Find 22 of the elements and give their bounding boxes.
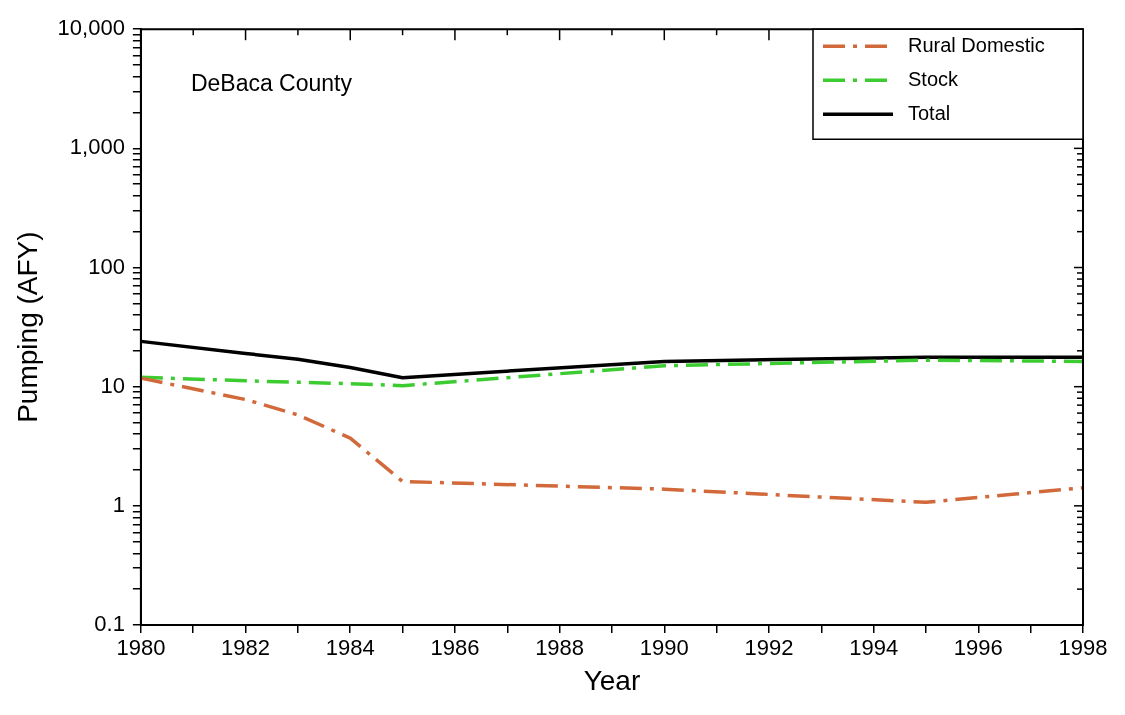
x-axis-title: Year	[583, 664, 641, 696]
legend-label: Stock	[908, 67, 960, 90]
x-tick-label: 1996	[953, 635, 1003, 661]
y-tick-label: 1,000	[69, 134, 125, 160]
x-tick-label: 1986	[430, 635, 480, 661]
x-tick-label: 1998	[1058, 635, 1108, 661]
legend-label: Rural Domestic	[908, 33, 1045, 56]
x-tick-label: 1992	[744, 635, 794, 661]
x-tick-label: 1988	[535, 635, 585, 661]
y-tick-label: 0.1	[94, 611, 125, 637]
x-tick-label: 1980	[116, 635, 166, 661]
y-tick-label: 1	[112, 491, 125, 517]
annotation: DeBaca County	[190, 69, 353, 96]
y-tick-label: 10,000	[57, 15, 125, 41]
x-tick-label: 1984	[325, 635, 375, 661]
y-tick-label: 10	[100, 372, 125, 398]
y-axis-title: Pumping (AFY)	[11, 231, 43, 423]
x-tick-label: 1982	[221, 635, 271, 661]
x-tick-label: 1994	[849, 635, 899, 661]
y-tick-label: 100	[88, 253, 125, 279]
x-tick-label: 1990	[639, 635, 689, 661]
legend-label: Total	[908, 101, 951, 124]
